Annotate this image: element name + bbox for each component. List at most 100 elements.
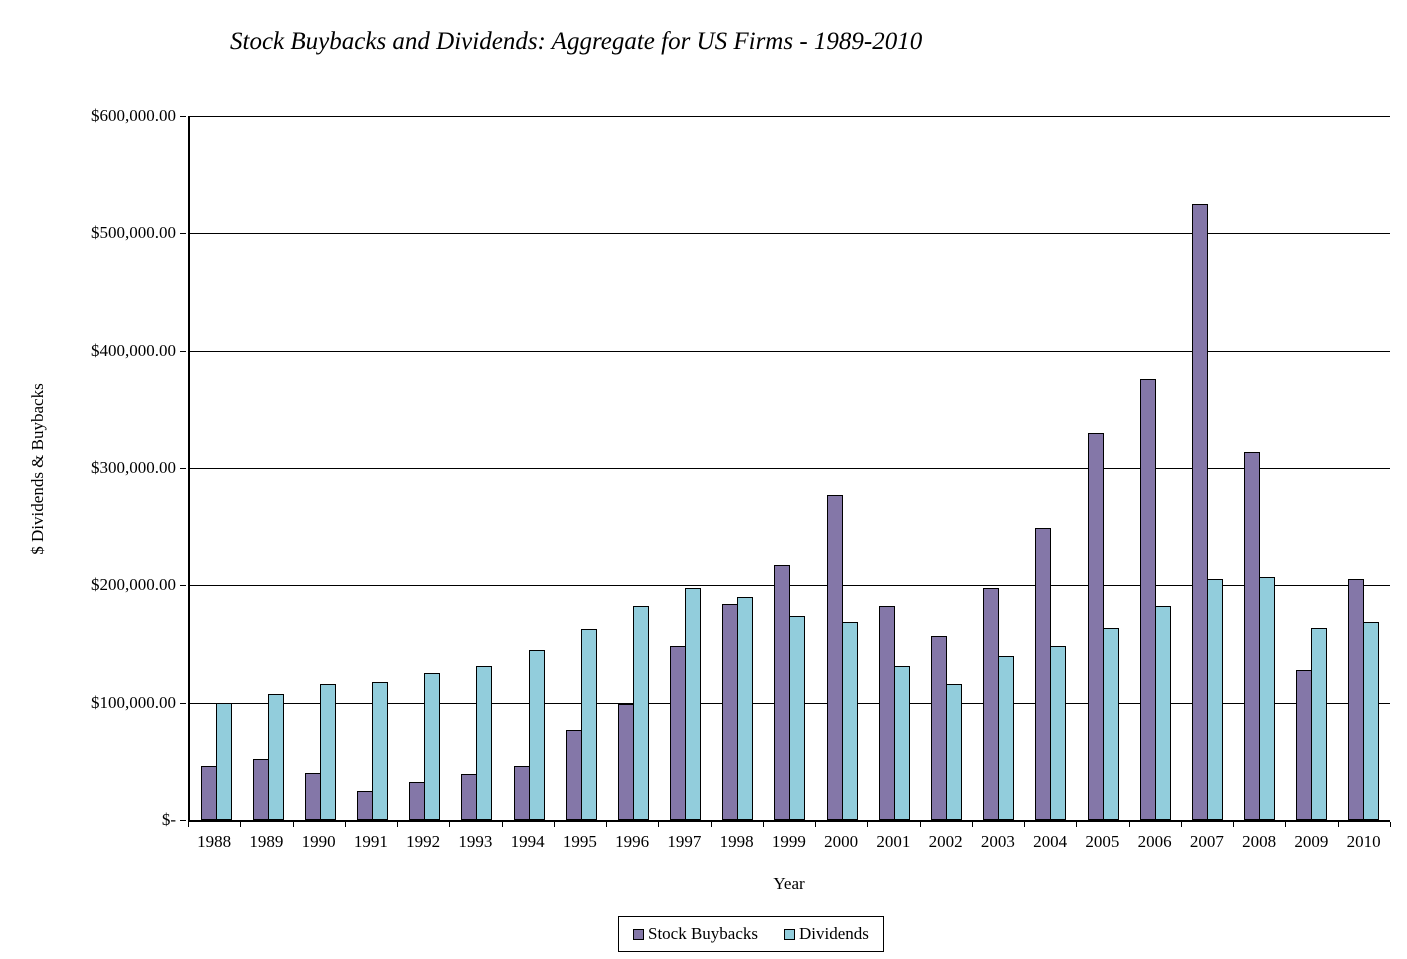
bar-stock-buybacks-2005 xyxy=(1087,433,1104,820)
bar-dividends-1993 xyxy=(476,666,493,820)
bar-group-1992 xyxy=(399,116,451,820)
bar-group-2000 xyxy=(816,116,868,820)
bar-stock-buybacks-1994 xyxy=(513,766,530,820)
bar-dividends-1988 xyxy=(215,703,232,820)
x-tick-label-2000: 2000 xyxy=(824,832,859,851)
x-tick-label-1991: 1991 xyxy=(353,832,388,851)
x-tick-mark xyxy=(971,822,973,827)
x-tick-label-1999: 1999 xyxy=(771,832,806,851)
bar-group-2005 xyxy=(1077,116,1129,820)
x-tick-mark xyxy=(710,822,712,827)
x-tick-mark xyxy=(1180,822,1182,827)
y-tick-label: $500,000.00 xyxy=(91,223,176,243)
bar-stock-buybacks-2002 xyxy=(930,636,947,820)
bar-dividends-1991 xyxy=(372,682,389,820)
x-tick-label-2009: 2009 xyxy=(1294,832,1329,851)
y-tick-label: $300,000.00 xyxy=(91,458,176,477)
bar-dividends-2000 xyxy=(841,622,858,820)
x-tick-mark xyxy=(292,822,294,827)
plot-area xyxy=(188,116,1390,822)
bar-group-1991 xyxy=(347,116,399,820)
bar-dividends-1994 xyxy=(528,650,545,820)
x-tick-label-2002: 2002 xyxy=(928,832,963,851)
x-tick-mark xyxy=(1390,822,1391,827)
bar-stock-buybacks-1990 xyxy=(304,773,321,820)
bar-stock-buybacks-2007 xyxy=(1191,204,1208,820)
x-tick-mark xyxy=(344,822,346,827)
x-tick-mark xyxy=(658,822,660,827)
x-tick-mark xyxy=(1233,822,1235,827)
x-axis-title: Year xyxy=(773,874,805,893)
x-tick-mark xyxy=(501,822,503,827)
bar-dividends-2008 xyxy=(1259,577,1276,820)
x-tick-mark xyxy=(240,822,242,827)
bar-dividends-2006 xyxy=(1154,606,1171,820)
y-axis-title: $ Dividends & Buybacks xyxy=(28,383,47,555)
x-tick-label-2007: 2007 xyxy=(1189,832,1224,851)
bar-dividends-2005 xyxy=(1102,628,1119,820)
x-tick-label-1988: 1988 xyxy=(197,832,232,851)
legend-swatch-dividends xyxy=(784,928,796,940)
x-tick-mark xyxy=(188,822,189,827)
bar-group-2006 xyxy=(1129,116,1181,820)
bar-group-1988 xyxy=(190,116,242,820)
y-tick-label: $100,000.00 xyxy=(91,692,176,712)
bar-group-1998 xyxy=(712,116,764,820)
x-tick-label-1997: 1997 xyxy=(667,832,702,851)
x-tick-label-1993: 1993 xyxy=(458,832,493,851)
x-tick-mark xyxy=(815,822,817,827)
x-tick-label-1989: 1989 xyxy=(249,832,284,851)
bar-stock-buybacks-2000 xyxy=(826,495,843,820)
x-tick-label-1995: 1995 xyxy=(562,832,597,851)
bar-dividends-1989 xyxy=(267,694,284,820)
bar-stock-buybacks-1992 xyxy=(409,782,426,820)
x-tick-mark xyxy=(553,822,555,827)
bar-stock-buybacks-1993 xyxy=(461,774,478,820)
y-tick-mark xyxy=(180,350,186,352)
bar-stock-buybacks-1991 xyxy=(357,791,374,820)
bar-stock-buybacks-2001 xyxy=(878,606,895,820)
y-tick-mark xyxy=(180,585,186,587)
y-tick-label: $600,000.00 xyxy=(91,106,176,125)
legend-label-stock-buybacks: Stock Buybacks xyxy=(648,924,759,943)
bar-stock-buybacks-2008 xyxy=(1244,452,1261,820)
x-axis-ticks: 1988 1989 1990 1991 1992 1993 1994 1995 1996 1997… xyxy=(188,832,1390,852)
x-tick-label-1990: 1990 xyxy=(301,832,336,851)
bar-stock-buybacks-1999 xyxy=(774,565,791,820)
bar-group-2009 xyxy=(1286,116,1338,820)
x-tick-mark xyxy=(919,822,921,827)
legend: Stock Buybacks Dividends xyxy=(618,916,884,952)
x-tick-label-1992: 1992 xyxy=(406,832,441,851)
bars-layer xyxy=(190,116,1390,820)
x-tick-mark xyxy=(867,822,869,827)
bar-group-1997 xyxy=(660,116,712,820)
bar-dividends-2009 xyxy=(1311,628,1328,820)
x-tick-mark xyxy=(606,822,608,827)
bar-group-1999 xyxy=(764,116,816,820)
bar-dividends-1998 xyxy=(737,597,754,820)
x-tick-label-1994: 1994 xyxy=(510,832,545,851)
x-tick-mark xyxy=(1285,822,1287,827)
x-tick-label-2001: 2001 xyxy=(876,832,911,851)
x-tick-label-2003: 2003 xyxy=(980,832,1015,851)
legend-swatch-stock-buybacks xyxy=(633,928,644,940)
legend-item-dividends: Dividends xyxy=(784,924,869,944)
bar-group-2001 xyxy=(868,116,920,820)
y-tick-label: $- xyxy=(161,810,176,829)
gridline xyxy=(190,468,1390,469)
bar-dividends-2001 xyxy=(893,666,910,820)
bar-dividends-1999 xyxy=(789,616,806,820)
bar-stock-buybacks-1998 xyxy=(722,604,739,820)
bar-dividends-2003 xyxy=(998,656,1015,820)
x-tick-label-2005: 2005 xyxy=(1085,832,1120,851)
x-tick-label-2008: 2008 xyxy=(1242,832,1277,851)
x-tick-label-1996: 1996 xyxy=(615,832,650,851)
chart-title: Stock Buybacks and Dividends: Aggregate … xyxy=(230,28,923,55)
gridline xyxy=(190,116,1390,117)
x-tick-label-1998: 1998 xyxy=(719,832,754,851)
y-tick-label: $200,000.00 xyxy=(91,575,176,595)
bar-dividends-1990 xyxy=(319,684,336,820)
bar-group-1993 xyxy=(451,116,503,820)
x-tick-mark xyxy=(1024,822,1026,827)
